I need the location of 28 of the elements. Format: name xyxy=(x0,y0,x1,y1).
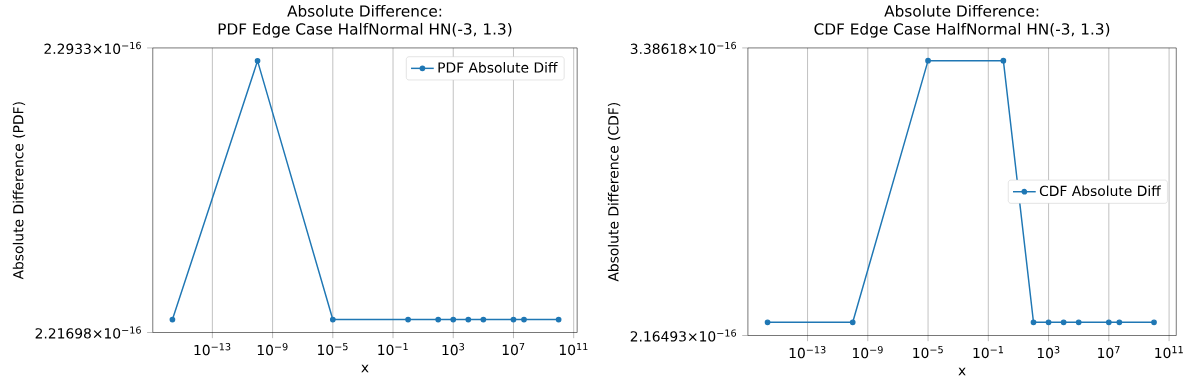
y-tick-label: 3.38618×10$^{−16}$ xyxy=(630,41,737,54)
x-axis-title: x xyxy=(958,367,966,376)
y-tick-label: 2.21698×10$^{−16}$ xyxy=(35,326,141,339)
x-tick-label: 10$^{11}$ xyxy=(559,342,588,355)
legend-label: CDF Absolute Diff xyxy=(1039,185,1162,196)
x-tick-label: 10$^{3}$ xyxy=(442,342,465,356)
x-axis-title: x xyxy=(361,364,369,373)
chart-subtitle: PDF Edge Case HalfNormal HN(-3, 1.3) xyxy=(218,22,512,38)
x-tick-label: 10$^{−1}$ xyxy=(973,345,1004,358)
x-tick-label: 10$^{−5}$ xyxy=(913,345,943,358)
chart-title: Absolute Difference: xyxy=(287,4,442,17)
x-tick-label: 10$^{7}$ xyxy=(502,342,525,355)
y-tick-label: 2.16493×10$^{−16}$ xyxy=(630,329,737,342)
x-tick-label: 10$^{−13}$ xyxy=(789,345,826,359)
y-axis-title: Absolute Difference (CDF) xyxy=(607,102,621,282)
x-tick-label: 10$^{−5}$ xyxy=(318,342,348,355)
x-tick-label: 10$^{−13}$ xyxy=(194,342,231,356)
x-tick-label: 10$^{11}$ xyxy=(1155,345,1183,358)
x-tick-label: 10$^{−9}$ xyxy=(257,342,288,356)
chart-subtitle: CDF Edge Case HalfNormal HN(-3, 1.3) xyxy=(814,22,1110,38)
x-tick-label: 10$^{3}$ xyxy=(1037,345,1060,359)
legend-label: PDF Absolute Diff xyxy=(438,61,558,73)
chart-title: Absolute Difference: xyxy=(884,4,1039,17)
y-axis-title: Absolute Difference (PDF) xyxy=(12,101,26,280)
x-tick-label: 10$^{7}$ xyxy=(1098,345,1120,358)
x-tick-label: 10$^{−9}$ xyxy=(853,345,883,359)
y-tick-label: 2.2933×10$^{−16}$ xyxy=(44,41,141,54)
x-tick-label: 10$^{−1}$ xyxy=(378,342,408,355)
